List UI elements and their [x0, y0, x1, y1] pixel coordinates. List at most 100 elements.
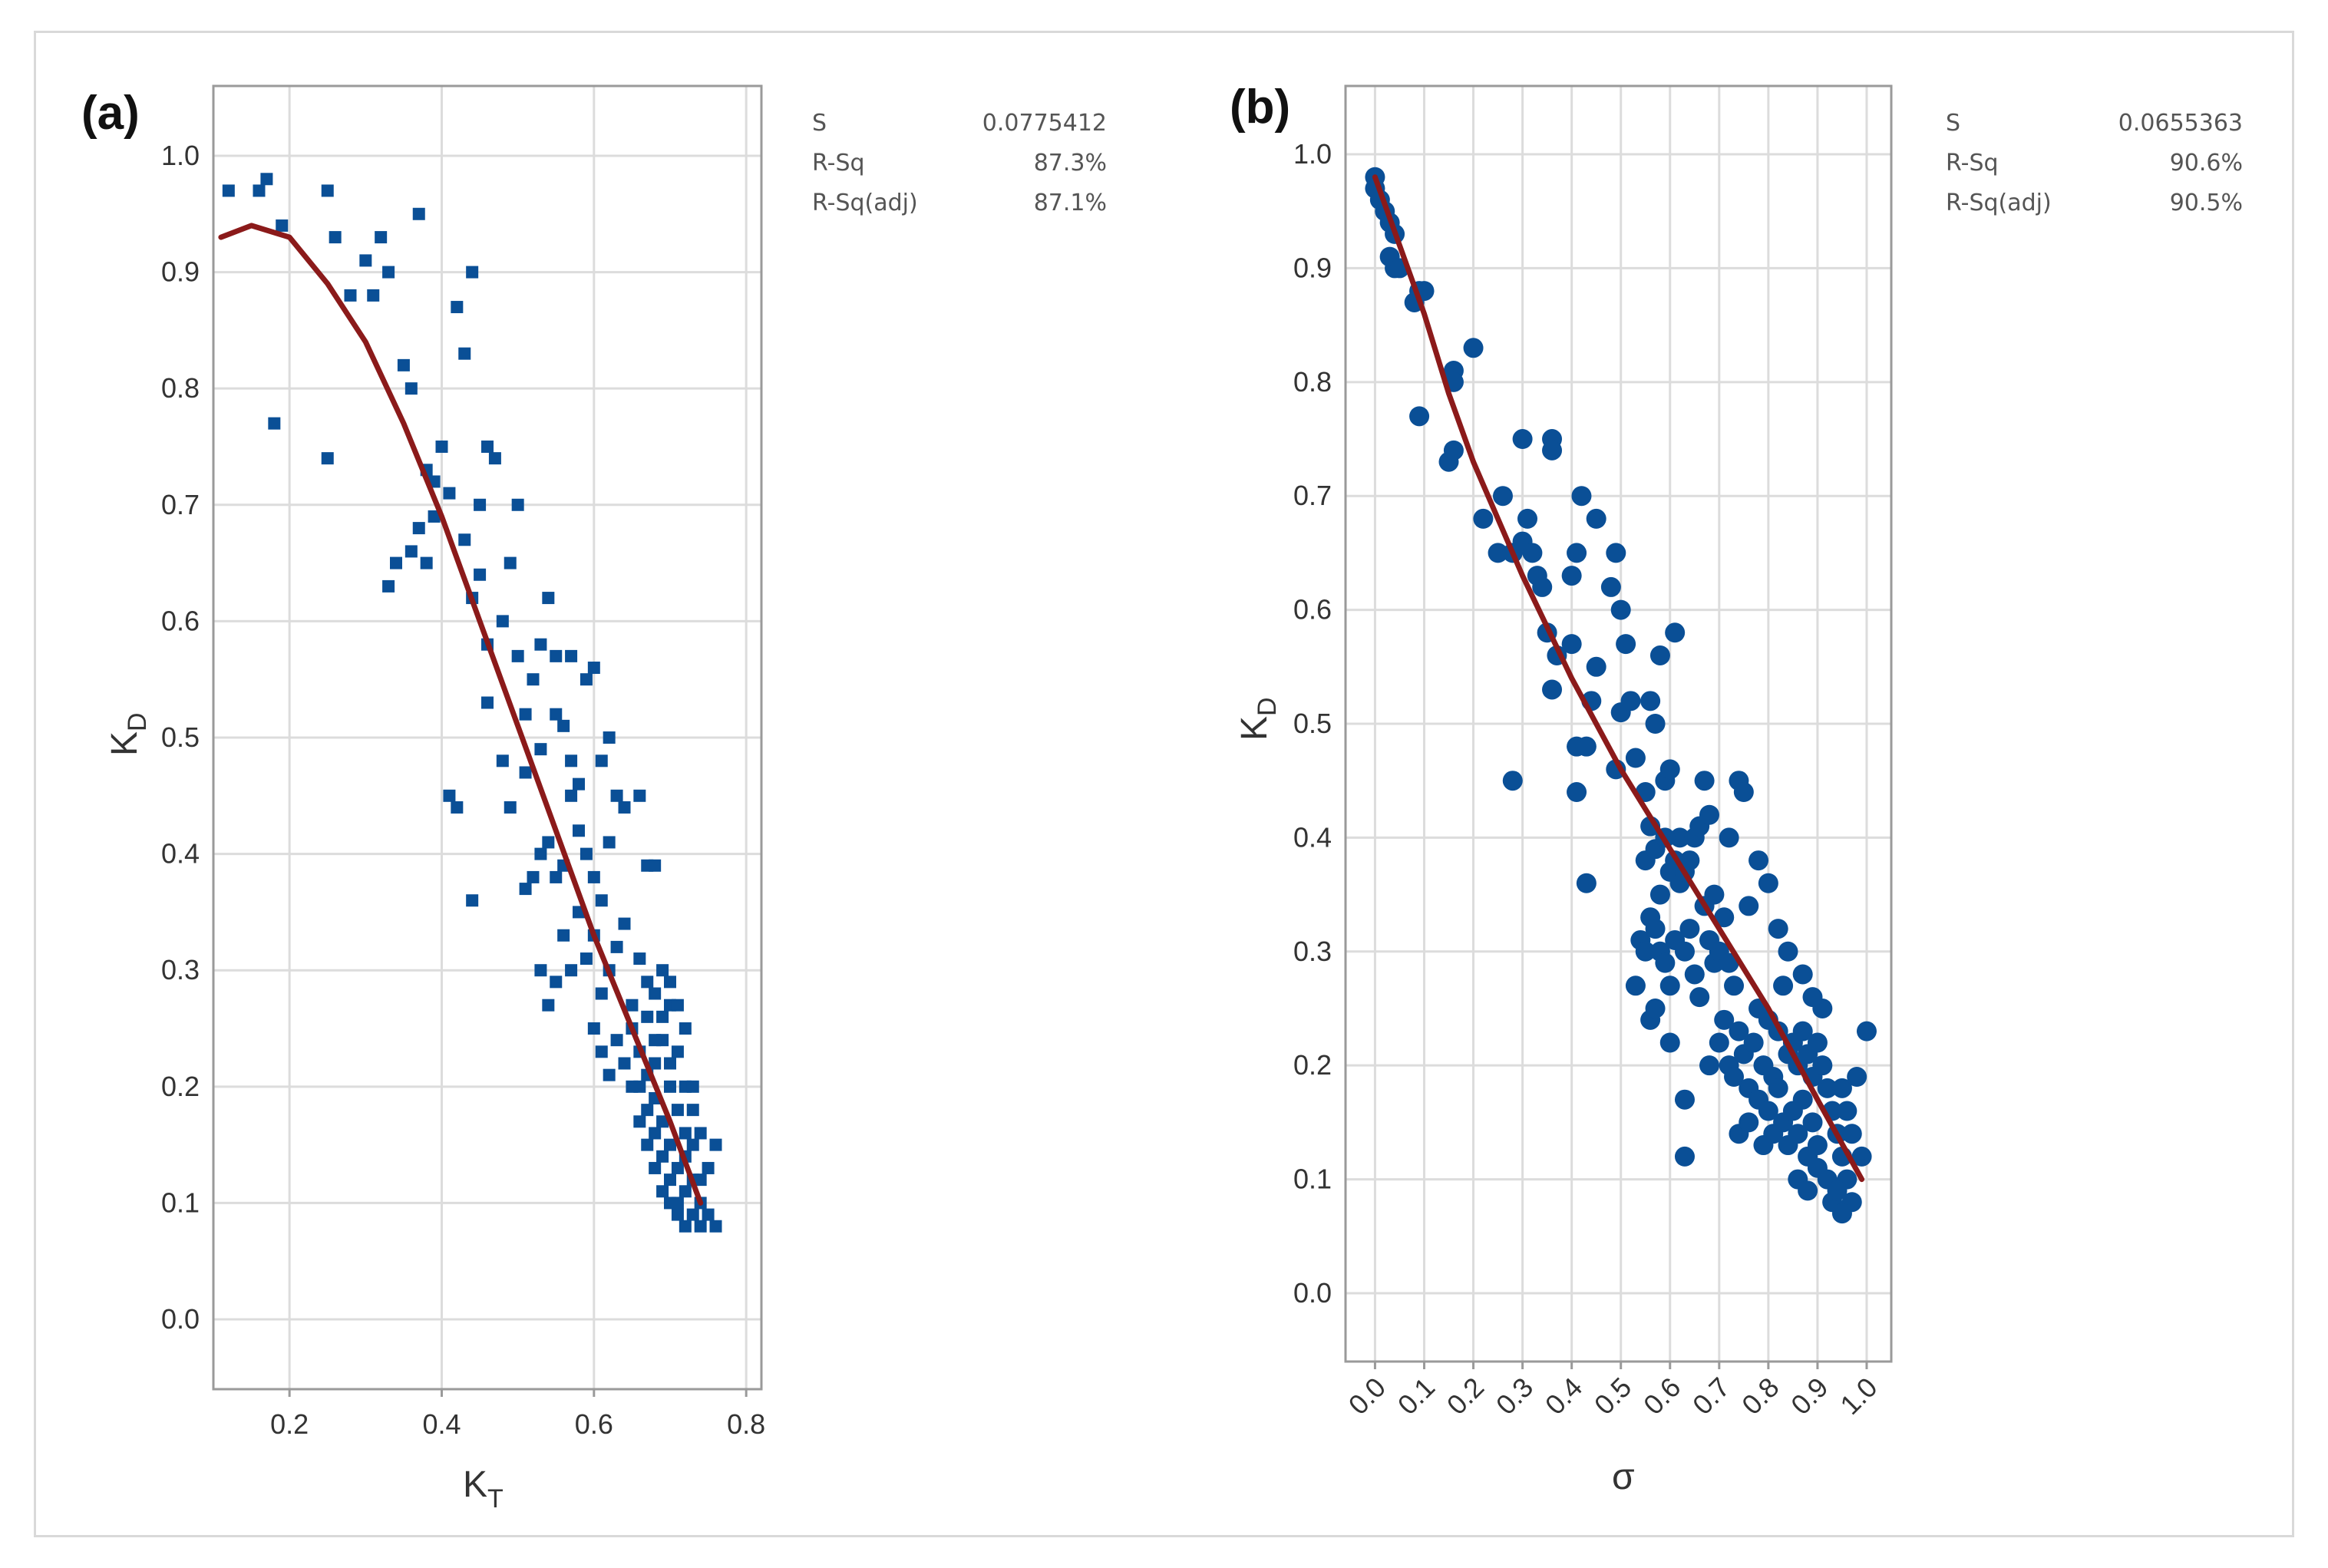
panel-b-data-point [1655, 952, 1676, 973]
panel-b-data-point [1802, 1112, 1823, 1133]
panel-a-data-point [671, 999, 684, 1012]
panel-b-data-point [1773, 975, 1794, 996]
panel-a-stat-s-label: S [812, 110, 827, 137]
panel-a-fit-line [218, 223, 704, 1206]
panel-a-data-point [382, 579, 395, 593]
panel-a-data-point [344, 289, 357, 302]
panel-b-data-point [1724, 975, 1745, 996]
panel-a-data-point [679, 1127, 692, 1140]
panel-b-x-tick-label: 0.6 [1637, 1372, 1686, 1421]
panel-a-data-point [664, 1138, 676, 1151]
panel-a-data-point [550, 649, 563, 662]
panel-a-x-tick-label: 0.2 [270, 1408, 309, 1440]
panel-b-data-point [1837, 1101, 1857, 1121]
panel-b-data-point [1699, 1055, 1719, 1076]
panel-a-data-point [511, 498, 524, 511]
panel-b-data-point [1778, 941, 1798, 962]
panel-a-data-point [656, 1185, 669, 1198]
panel-b-data-point [1645, 998, 1666, 1018]
panel-b-stats-table: S 0.0655363 R-Sq 90.6% R-Sq(adj) 90.5% [1946, 110, 2243, 216]
panel-b-data-point [1571, 486, 1592, 507]
panel-a-y-axis-title: KD [104, 712, 152, 756]
panel-b-data-point [1798, 1180, 1818, 1201]
panel-a-y-tick-label: 0.0 [161, 1303, 200, 1335]
panel-b-data-point [1649, 645, 1670, 665]
panel-b-y-tick-label: 1.0 [1293, 138, 1332, 170]
panel-a-data-point [694, 1127, 707, 1140]
panel-a-y-tick-label: 0.5 [161, 721, 200, 753]
panel-b-data-point [1522, 543, 1543, 563]
panel-b-y-tick-label: 0.7 [1293, 480, 1332, 511]
panel-b-points [1365, 167, 1877, 1224]
panel-a-data-point [390, 556, 402, 569]
panel-a-data-point [595, 987, 608, 1000]
panel-b-data-point [1733, 782, 1754, 803]
panel-b-data-point [1792, 1089, 1813, 1110]
panel-a-y-ticks: 0.0 0.1 0.2 0.3 0.4 0.5 0.6 0.7 0.8 0.9 1.0 [161, 140, 200, 1335]
panel-b-data-point [1443, 440, 1464, 460]
panel-a-data-point [412, 522, 425, 535]
panel-b-data-point [1620, 691, 1641, 711]
panel-a-y-tick-label: 1.0 [161, 140, 200, 171]
panel-b-data-point [1739, 896, 1759, 916]
panel-a-data-point [587, 870, 600, 883]
panel-b-data-point [1674, 941, 1695, 962]
panel-a-label: (a) [81, 87, 140, 140]
panel-b-data-point [1817, 1078, 1838, 1098]
panel-a-data-point [573, 777, 585, 791]
panel-b-y-tick-label: 0.3 [1293, 936, 1332, 967]
panel-a-data-point [542, 836, 555, 849]
panel-b-data-point [1679, 850, 1700, 871]
panel-b-data-point [1719, 952, 1739, 973]
panel-a-data-point [260, 173, 273, 186]
panel-b-data-point [1586, 508, 1606, 529]
panel-a-data-point [519, 766, 532, 779]
panel-b-data-point [1758, 1101, 1778, 1121]
panel-a-data-point [603, 1068, 616, 1081]
panel-a-data-point [626, 999, 639, 1012]
panel-b-y-tick-label: 0.6 [1293, 594, 1332, 626]
panel-b-data-point [1473, 508, 1494, 529]
panel-b-data-point [1532, 576, 1553, 597]
panel-a-data-point [610, 1034, 623, 1047]
panel-a-data-point [603, 731, 616, 744]
panel-a-data-point [527, 870, 540, 883]
panel-b-data-point [1719, 827, 1739, 848]
panel-a-data-point [405, 382, 418, 395]
panel-b-data-point [1625, 748, 1646, 768]
panel-b-data-point [1851, 1146, 1872, 1167]
panel-a-data-point [641, 1010, 654, 1023]
panel-b-x-tick-label: 0.5 [1588, 1372, 1637, 1421]
panel-b-y-tick-label: 0.1 [1293, 1164, 1332, 1195]
panel-a-data-point [565, 789, 578, 802]
panel-b-x-tick-label: 0.1 [1392, 1372, 1441, 1421]
panel-b-data-point [1807, 1032, 1828, 1053]
panel-a-y-tick-label: 0.8 [161, 372, 200, 404]
panel-a-data-point [686, 1104, 699, 1117]
panel-a-data-point [435, 440, 448, 453]
panel-a-data-point [428, 510, 441, 523]
panel-a-data-point [550, 975, 563, 989]
panel-a-data-point [633, 789, 646, 802]
panel-b-data-point [1645, 919, 1666, 939]
panel-a-data-point [649, 859, 662, 872]
panel-b-data-point [1802, 987, 1823, 1008]
panel-a-data-point [694, 1174, 707, 1187]
panel-b-data-point [1576, 736, 1597, 757]
panel-a-data-point [664, 1174, 676, 1187]
panel-a-data-point [679, 1022, 692, 1035]
panel-a-data-point [519, 883, 532, 896]
panel-b-data-point [1567, 782, 1587, 803]
panel-a-data-point [443, 487, 456, 500]
panel-a-data-point [481, 696, 494, 709]
panel-a-data-point [412, 207, 425, 220]
panel-b-y-tick-label: 0.5 [1293, 708, 1332, 739]
panel-b-stat-s-label: S [1946, 110, 1960, 137]
panel-b-fit-layer [1372, 174, 1865, 1183]
panel-a-stat-rsq-label: R-Sq [812, 150, 865, 177]
panel-a-data-point [671, 1104, 684, 1117]
panel-a-data-point [580, 952, 593, 966]
panel-a-data-point [679, 1220, 692, 1233]
panel-b-x-tick-label: 0.0 [1342, 1372, 1392, 1421]
